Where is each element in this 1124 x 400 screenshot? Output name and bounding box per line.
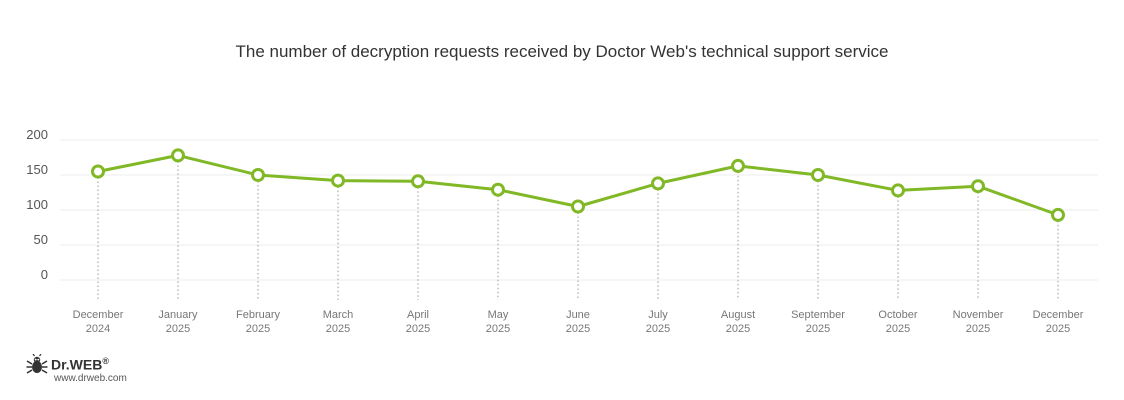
x-tick-label: December 2024 <box>73 309 124 335</box>
y-tick-label: 0 <box>41 267 48 282</box>
x-axis: December 2024 January 2025 February 2025 March… <box>73 309 1084 335</box>
x-tick-label: April 2025 <box>406 309 430 335</box>
x-tick-label: November 2025 <box>953 309 1004 335</box>
brand-name: Dr.WEB <box>51 356 103 373</box>
y-tick-label: 200 <box>26 127 48 142</box>
brand-registered-mark: ® <box>102 356 109 366</box>
data-point <box>171 148 185 163</box>
data-point <box>571 199 585 214</box>
data-point <box>491 182 505 197</box>
chart-title: The number of decryption requests receiv… <box>235 42 889 61</box>
x-tick-label: December 2025 <box>1033 309 1084 335</box>
data-point <box>811 168 825 182</box>
data-point <box>251 168 265 182</box>
brand-url: www.drweb.com <box>54 373 127 384</box>
data-point <box>1051 207 1065 222</box>
x-tick-label: September 2025 <box>791 309 845 335</box>
x-tick-label: June 2025 <box>566 309 590 335</box>
data-point <box>891 183 905 198</box>
data-point <box>411 174 425 189</box>
y-tick-label: 150 <box>26 162 48 177</box>
y-tick-label: 50 <box>34 232 48 247</box>
data-point <box>731 158 745 173</box>
x-tick-label: February 2025 <box>236 309 281 335</box>
data-point <box>971 179 985 194</box>
x-tick-label: March 2025 <box>323 309 354 335</box>
data-point <box>651 176 665 191</box>
y-axis: 0 50 100 150 200 <box>26 127 48 282</box>
series-requests <box>91 148 1065 222</box>
x-tick-label: May 2025 <box>486 309 510 335</box>
y-tick-label: 100 <box>26 197 48 212</box>
x-tick-label: October 2025 <box>878 309 917 335</box>
spider-logo-icon <box>26 354 48 374</box>
x-tick-label: January 2025 <box>158 309 198 335</box>
x-tick-label: August 2025 <box>721 309 755 335</box>
data-point <box>91 164 105 179</box>
category-guides <box>97 161 1059 300</box>
data-point <box>331 173 345 188</box>
x-tick-label: July 2025 <box>646 309 670 335</box>
